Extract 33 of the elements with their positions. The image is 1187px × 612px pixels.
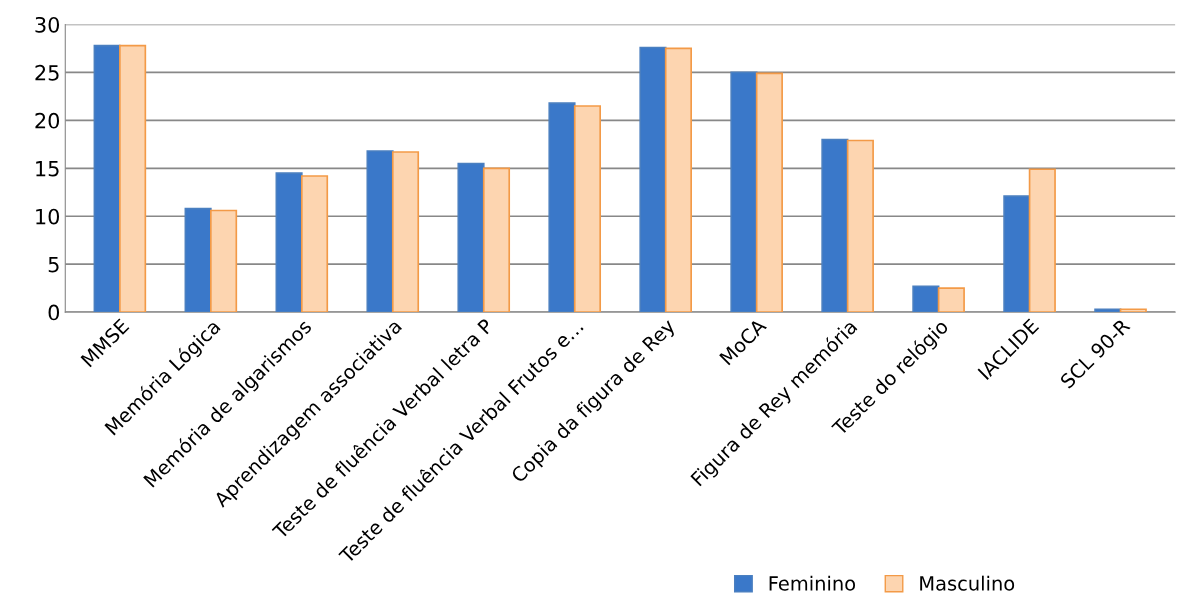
bar — [573, 105, 602, 313]
legend-label: Feminino — [769, 575, 856, 591]
bar — [1028, 168, 1056, 313]
bar — [93, 44, 121, 313]
bar — [1094, 308, 1122, 313]
bar — [275, 172, 303, 313]
y-tick-label: 30 — [35, 16, 60, 33]
bar — [639, 46, 667, 313]
bar — [210, 209, 238, 313]
bar — [548, 102, 576, 313]
bar — [821, 138, 849, 313]
bar — [846, 139, 874, 313]
bar — [755, 72, 783, 313]
bar — [730, 71, 758, 313]
y-tick-label: 15 — [36, 161, 59, 177]
bar — [937, 287, 965, 313]
bar — [1119, 308, 1147, 313]
bar — [664, 47, 692, 313]
bar — [912, 285, 940, 313]
y-tick-label: 20 — [35, 112, 60, 129]
y-tick-label: 25 — [35, 64, 59, 81]
y-tick-label: 0 — [48, 304, 60, 321]
bar — [1003, 195, 1031, 313]
bar — [300, 175, 329, 313]
legend-label: Masculino — [920, 575, 1015, 591]
bar — [366, 150, 394, 313]
bar — [482, 167, 511, 313]
y-tick-label: 10 — [36, 208, 60, 225]
bar — [457, 162, 485, 313]
bar — [184, 207, 212, 313]
bar — [391, 151, 420, 313]
bar — [119, 44, 147, 313]
y-tick-label: 5 — [48, 256, 59, 273]
